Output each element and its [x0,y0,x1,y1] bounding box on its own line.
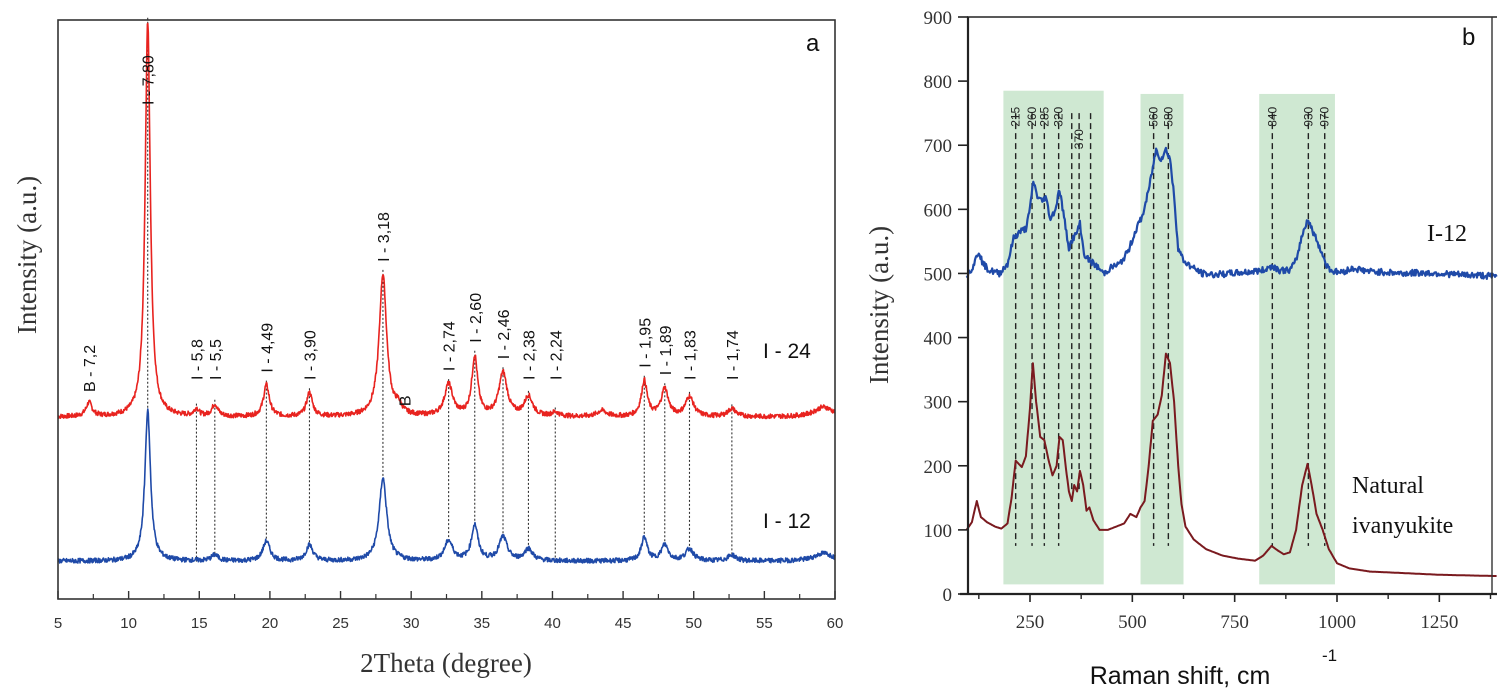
series-line-i-24 [57,22,836,420]
band-label: 560 [1147,106,1161,126]
shaded-bands [1003,90,1335,585]
y-tick-label: 500 [924,264,953,285]
x-tick-label: 20 [262,615,279,632]
y-axis-title: Intensity (a.u.) [864,226,894,384]
x-axis-ticks: 5 10 15 20 25 30 35 40 45 50 55 60 [54,591,844,632]
band-label: 930 [1301,106,1315,126]
peak-annotation: I - 1,95 [637,318,654,368]
y-axis-title: Intensity (a.u.) [12,176,42,334]
x-tick-label: 30 [403,615,420,632]
panel-a-xrd: B - 7,2 I - 7,80 I - 5,8 I - 5,5 I - 4,49 I -… [12,17,844,678]
peak-annotation: I - 3,90 [302,330,319,380]
band-label: 970 [1318,106,1332,126]
band-label: 580 [1161,106,1175,126]
peak-annotation: I - 2,60 [468,293,485,343]
band-label: 840 [1265,106,1279,126]
x-tick-label: 40 [544,615,561,632]
band-label: 285 [1037,106,1051,126]
peak-annotation: I - 2,46 [496,309,513,359]
peak-annotation: I - 1,74 [725,330,742,380]
x-tick-label: 55 [756,615,773,632]
x-tick-label: 1000 [1318,612,1356,633]
peak-annotation: I - 1,83 [682,330,699,380]
y-tick-label: 400 [924,329,953,350]
series-line-i-12 [965,146,1498,280]
x-tick-label: 5 [54,615,62,632]
x-tick-label: 60 [827,615,844,632]
x-tick-label: 35 [473,615,490,632]
peak-annotation: I - 3,18 [376,212,393,262]
peak-annotation: I - 4,49 [259,323,276,373]
panel-letter: b [1462,24,1475,51]
band-label: 215 [1009,106,1023,126]
x-tick-label: 750 [1220,612,1249,633]
y-tick-label: 900 [924,8,953,29]
series-label-i-24: I - 24 [763,340,811,363]
x-axis-ticks: 250 500 750 1000 1250 [978,594,1492,633]
y-tick-label: 200 [924,457,953,478]
shaded-band [1259,93,1335,585]
x-tick-label: 25 [332,615,349,632]
series-line-natural-ivanyukite [965,352,1497,577]
y-axis-ticks: 0 100 200 300 400 500 600 700 800 900 [924,8,968,606]
y-tick-label: 700 [924,136,953,157]
peak-annotation: B - 7,2 [82,345,99,392]
x-tick-label: 45 [615,615,632,632]
x-tick-label: 500 [1118,612,1147,633]
peak-annotation: I - 1,89 [658,325,675,375]
series-label-ivanyukite: ivanyukite [1352,513,1453,539]
peak-guide-lines [147,17,733,563]
y-tick-label: 800 [924,72,953,93]
y-tick-label: 600 [924,200,953,221]
shaded-band [1003,90,1104,585]
peak-annotation: I - 5,8 [189,339,206,380]
y-tick-label: 100 [924,521,953,542]
peak-annotation: I - 2,38 [521,330,538,380]
peak-annotation: B [398,395,415,406]
x-axis-title-superscript: -1 [1322,646,1337,665]
y-tick-label: 300 [924,393,953,414]
shaded-band [1140,93,1184,585]
y-tick-label: 0 [943,585,953,606]
x-tick-label: 50 [685,615,702,632]
peak-annotation: I - 7,80 [141,55,158,105]
plot-frame [57,19,836,600]
band-label: 370 [1072,129,1086,149]
x-tick-label: 15 [191,615,208,632]
peak-annotations: B - 7,2 I - 7,80 I - 5,8 I - 5,5 I - 4,49 I -… [82,55,742,406]
series-label-natural: Natural [1352,473,1424,499]
series-label-i-12: I - 12 [763,510,811,533]
band-label: 320 [1052,106,1066,126]
peak-annotation: I - 2,24 [548,330,565,380]
x-tick-label: 1250 [1420,612,1458,633]
peak-annotation: I - 5,5 [208,339,225,380]
raman-series [965,146,1498,577]
x-tick-label: 10 [120,615,137,632]
series-line-i-12 [57,408,836,564]
x-tick-label: 250 [1016,612,1045,633]
band-label: 260 [1025,106,1039,126]
series-label-i-12: I-12 [1427,221,1467,247]
xrd-series [57,22,836,564]
x-axis-title: 2Theta (degree) [360,648,532,678]
peak-annotation: I - 2,74 [442,321,459,371]
panel-letter: a [806,30,820,57]
x-axis-title: Raman shift, cm [1090,662,1271,690]
